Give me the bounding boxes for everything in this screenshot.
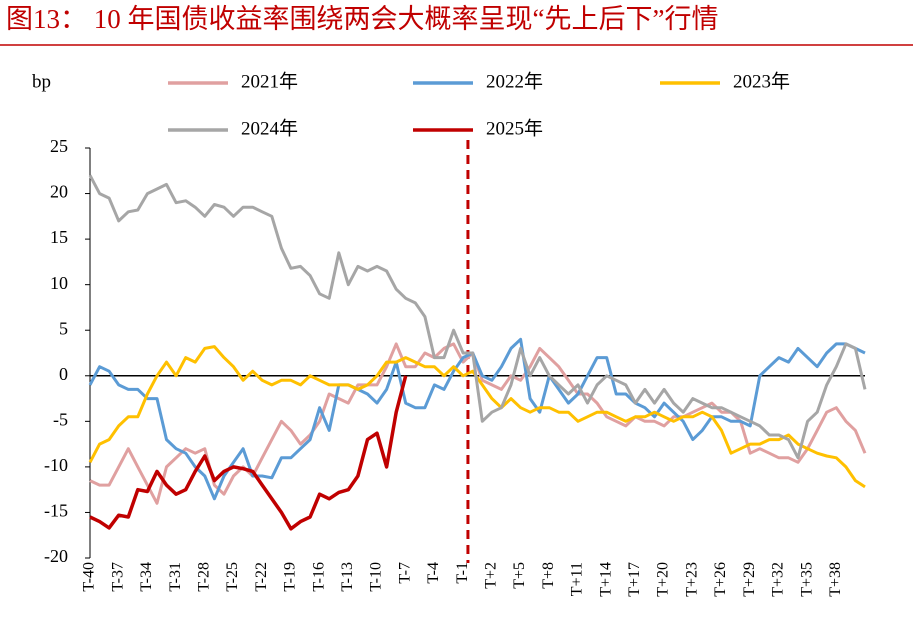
- y-tick-label: 5: [59, 318, 68, 338]
- x-tick-label: T-13: [339, 562, 356, 592]
- x-tick-label: T+20: [655, 562, 672, 597]
- x-tick-label: T+26: [712, 562, 729, 597]
- x-tick-label: T-1: [454, 562, 471, 584]
- x-tick-label: T+29: [741, 562, 758, 597]
- chart-title: 图13： 10 年国债收益率围绕两会大概率呈现“先上后下”行情: [6, 4, 718, 34]
- x-tick-label: T+14: [597, 562, 614, 597]
- x-tick-label: T-19: [282, 562, 299, 592]
- x-tick-label: T-22: [253, 562, 270, 592]
- x-tick-label: T+32: [770, 562, 787, 597]
- legend-label: 2022年: [486, 70, 543, 92]
- y-tick-label: -20: [44, 546, 68, 566]
- x-tick-label: T-28: [195, 562, 212, 592]
- legend-label: 2023年: [733, 70, 790, 92]
- y-tick-label: -15: [44, 501, 68, 521]
- x-tick-label: T-16: [310, 562, 327, 592]
- series-line: [88, 174, 867, 460]
- x-tick-label: T+23: [683, 562, 700, 597]
- x-tick-label: T-31: [167, 562, 184, 592]
- y-tick-label: 10: [50, 273, 68, 293]
- y-tick-label: 15: [50, 227, 68, 247]
- x-tick-label: T-40: [81, 562, 98, 592]
- x-tick-label: T-7: [396, 562, 413, 584]
- x-tick-label: T+5: [511, 562, 528, 589]
- y-tick-label: 20: [50, 182, 68, 202]
- y-tick-label: -10: [44, 455, 68, 475]
- y-axis-label: bp: [32, 71, 51, 92]
- x-tick-label: T+11: [569, 562, 586, 596]
- legend-label: 2021年: [241, 70, 298, 92]
- x-tick-label: T+2: [483, 562, 500, 589]
- y-tick-label: 25: [50, 136, 68, 156]
- y-tick-label: -5: [53, 409, 68, 429]
- x-tick-label: T-34: [138, 562, 155, 592]
- series-line: [88, 337, 866, 501]
- y-tick-label: 0: [59, 364, 68, 384]
- x-tick-label: T-4: [425, 562, 442, 584]
- series-line: [89, 375, 408, 531]
- x-tick-label: T-37: [109, 562, 126, 592]
- x-tick-label: T+17: [626, 562, 643, 597]
- legend-label: 2024年: [241, 117, 298, 139]
- x-tick-label: T+38: [827, 562, 844, 597]
- x-tick-label: T+35: [798, 562, 815, 597]
- x-tick-label: T+8: [540, 562, 557, 589]
- x-tick-label: T-10: [368, 562, 385, 592]
- legend-label: 2025年: [486, 117, 543, 139]
- x-tick-label: T-25: [224, 562, 241, 592]
